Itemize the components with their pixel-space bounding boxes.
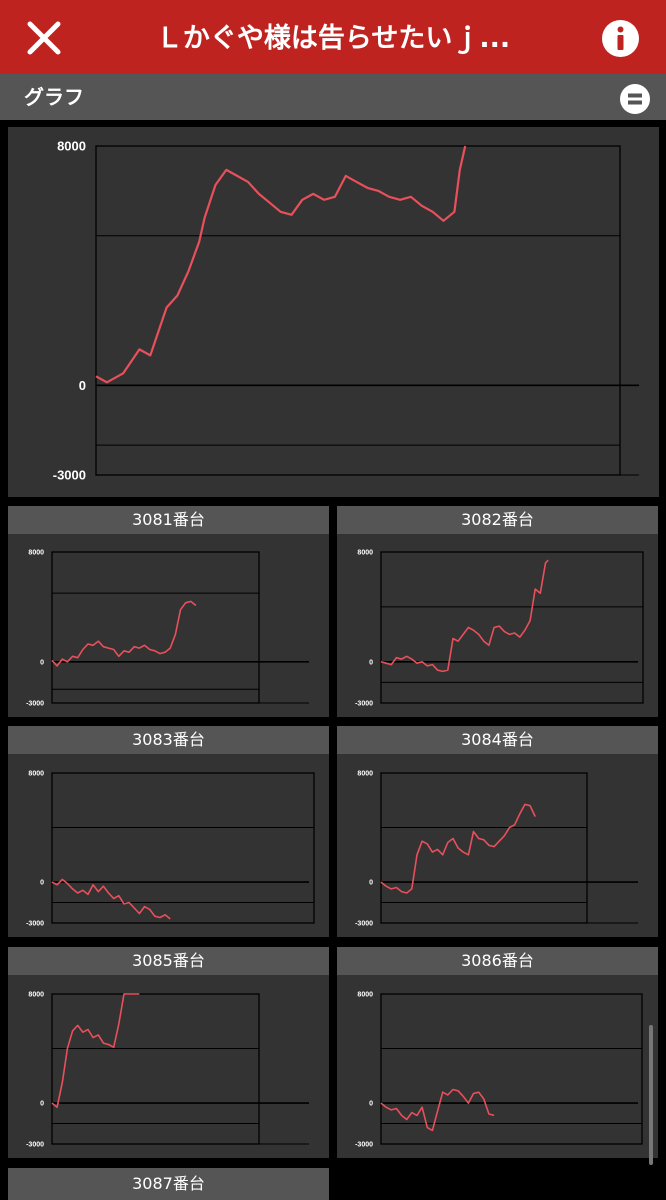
y-tick-label: -3000	[355, 1141, 373, 1148]
machine-graph: 8000 0 -3000	[26, 549, 309, 707]
machine-card[interactable]: 3086番台 8000 0 -3000	[337, 947, 658, 1158]
series-line	[380, 1088, 495, 1132]
y-tick-label: 0	[369, 659, 373, 666]
machine-card[interactable]: 3087番台	[8, 1168, 329, 1200]
main-graph-panel: 8000 0 -3000	[8, 127, 659, 497]
section-title: グラフ	[24, 85, 84, 109]
y-tick-label: 8000	[357, 770, 373, 777]
y-tick-label: 8000	[28, 770, 44, 777]
machine-card-title: 3081番台	[8, 506, 329, 534]
plot-frame	[380, 993, 643, 1145]
page-title: Ｌかぐや様は告らせたいｊ...	[155, 23, 511, 54]
close-icon[interactable]	[24, 18, 64, 58]
machine-card-title: 3086番台	[337, 947, 658, 975]
scrollbar[interactable]	[649, 1025, 653, 1165]
plot-frame	[51, 772, 315, 924]
series-line	[51, 993, 140, 1108]
plot-frame	[380, 551, 644, 704]
machine-card-title: 3087番台	[8, 1168, 329, 1200]
machine-card-title: 3084番台	[337, 726, 658, 754]
y-tick-label: 0	[79, 378, 86, 393]
series-line	[380, 559, 549, 673]
machine-card[interactable]: 3085番台 8000 0 -3000	[8, 947, 329, 1158]
y-tick-label: -3000	[26, 700, 44, 707]
machine-card[interactable]: 3084番台 8000 0 -3000	[337, 726, 658, 937]
machine-card-title: 3085番台	[8, 947, 329, 975]
y-tick-label: 0	[369, 1101, 373, 1108]
series-line	[51, 600, 197, 667]
y-tick-label: 0	[40, 659, 44, 666]
list-toggle-icon[interactable]	[620, 84, 650, 114]
machine-graph: 8000 0 -3000	[355, 549, 644, 707]
series-line	[95, 145, 467, 384]
info-icon[interactable]	[602, 20, 639, 57]
plot-frame	[51, 993, 260, 1145]
y-tick-label: 0	[40, 1101, 44, 1108]
machine-graph: 8000 0 -3000	[26, 770, 315, 927]
machine-card-title: 3083番台	[8, 726, 329, 754]
y-tick-label: 8000	[28, 991, 44, 998]
y-tick-label: 0	[369, 880, 373, 887]
y-tick-label: 8000	[57, 139, 86, 154]
app-header: Ｌかぐや様は告らせたいｊ...	[0, 0, 666, 74]
machine-graph: 8000 0 -3000	[355, 770, 638, 927]
section-header: グラフ	[0, 74, 666, 120]
main-graph: 8000 0 -3000	[53, 139, 639, 483]
series-line	[380, 803, 536, 894]
machine-card[interactable]: 3082番台 8000 0 -3000	[337, 506, 658, 717]
machine-graph: 8000 0 -3000	[355, 991, 643, 1148]
y-tick-label: -3000	[26, 920, 44, 927]
plot-frame	[380, 772, 588, 924]
y-tick-label: -3000	[355, 920, 373, 927]
machine-card-title: 3082番台	[337, 506, 658, 534]
machine-graph: 8000 0 -3000	[26, 991, 309, 1148]
machine-card[interactable]: 3083番台 8000 0 -3000	[8, 726, 329, 937]
y-tick-label: 8000	[357, 991, 373, 998]
y-tick-label: 8000	[28, 549, 44, 556]
y-tick-label: -3000	[53, 468, 86, 483]
y-tick-label: 8000	[357, 549, 373, 556]
y-tick-label: -3000	[355, 700, 373, 707]
y-tick-label: -3000	[26, 1141, 44, 1148]
plot-frame	[95, 145, 621, 476]
machine-card[interactable]: 3081番台 8000 0 -3000	[8, 506, 329, 717]
plot-frame	[51, 551, 260, 704]
y-tick-label: 0	[40, 880, 44, 887]
series-line	[51, 878, 171, 920]
